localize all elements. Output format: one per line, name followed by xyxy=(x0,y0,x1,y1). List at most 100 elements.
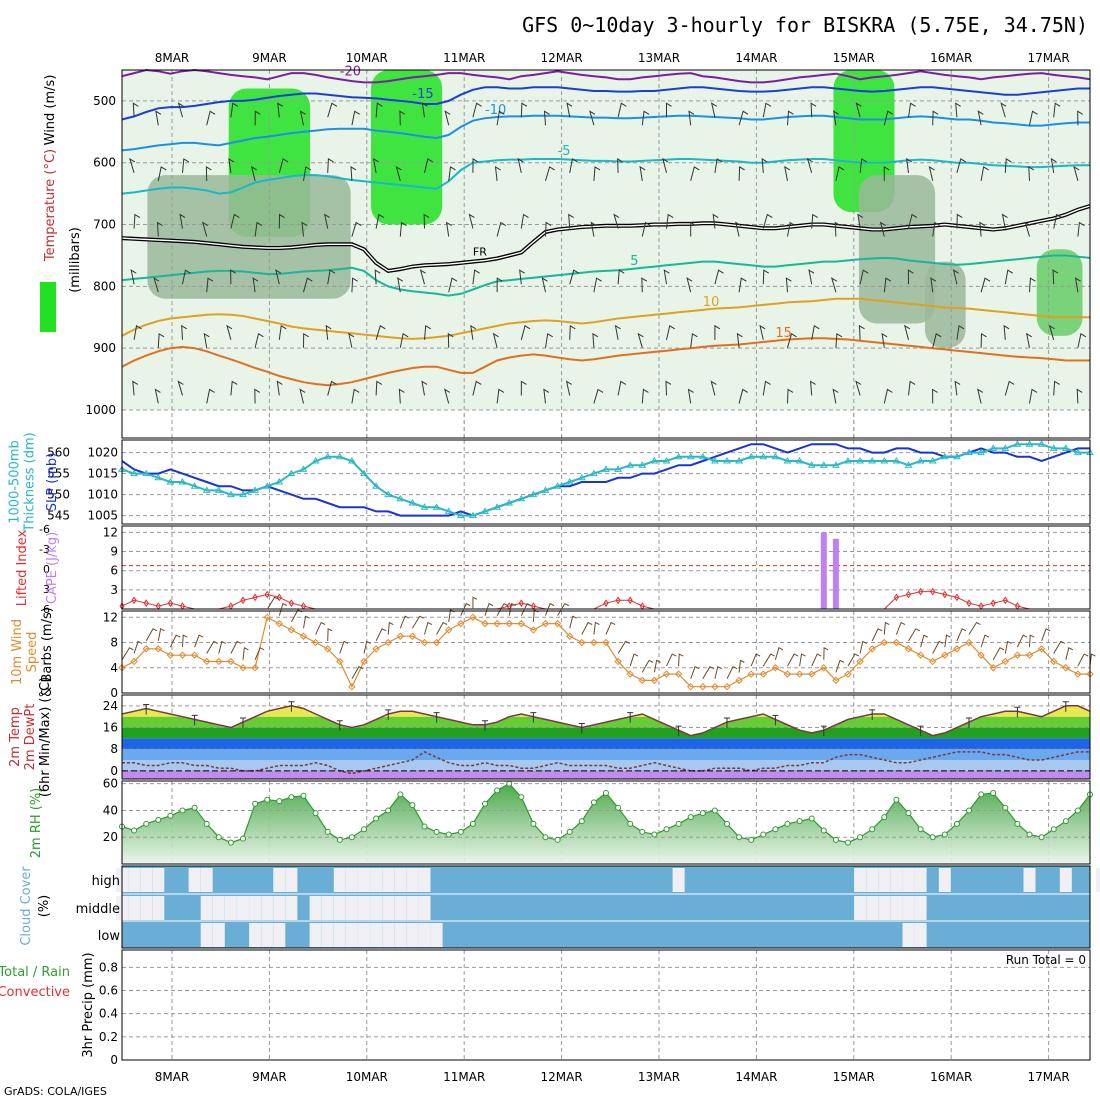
chart-title: GFS 0~10day 3-hourly for BISKRA (5.75E, … xyxy=(522,13,1088,37)
wind-barb xyxy=(399,221,407,237)
thickness-marker xyxy=(299,465,308,472)
minmax-marker xyxy=(917,725,924,737)
wind-barb xyxy=(787,333,797,348)
wind-barb xyxy=(833,110,839,126)
surface-wind-barb xyxy=(690,665,700,679)
wind-barb xyxy=(977,388,984,404)
wind-barb xyxy=(1076,388,1083,404)
cloud-clear-cell xyxy=(309,896,322,920)
wind-barb xyxy=(859,158,867,173)
minmax-marker xyxy=(675,725,682,737)
minmax-marker xyxy=(433,712,440,723)
wind-barb xyxy=(952,269,959,285)
wind-speed-marker xyxy=(251,664,259,672)
surface-wind-barb xyxy=(169,634,181,648)
wind-barb xyxy=(443,388,451,404)
wind-speed-marker xyxy=(154,645,163,653)
rh-marker xyxy=(639,828,646,835)
pressure-tick: 900 xyxy=(93,341,116,355)
cloud-clear-cell xyxy=(418,868,431,892)
thickness-marker xyxy=(868,457,877,464)
rh-marker xyxy=(881,814,888,821)
wind-barb xyxy=(835,166,845,182)
cape-bar xyxy=(832,538,839,609)
wind-barb xyxy=(156,221,163,237)
wind-barb xyxy=(375,213,385,229)
rh-marker xyxy=(300,792,307,799)
cloud-clear-cell xyxy=(394,868,407,892)
wind-barb xyxy=(1053,102,1061,118)
wind-barb xyxy=(496,110,505,126)
minmax-marker xyxy=(143,703,150,715)
wind-barb xyxy=(641,277,648,293)
wind-barb xyxy=(179,213,186,229)
wind-barb xyxy=(182,269,191,285)
day-label-bottom: 10MAR xyxy=(346,1070,388,1084)
wind-barb xyxy=(641,221,651,237)
thickness-marker xyxy=(807,461,816,468)
wind-barb xyxy=(181,324,187,340)
cloud-clear-cell xyxy=(878,868,891,892)
wind-barb xyxy=(589,110,596,126)
contour-label: -10 xyxy=(485,103,506,118)
thickness-marker xyxy=(916,457,925,464)
temperature-contour xyxy=(121,254,1091,297)
day-label-top: 10MAR xyxy=(346,51,388,65)
wind-barb xyxy=(519,269,525,285)
wind-barb xyxy=(1004,158,1012,173)
thickness-tick: 545 xyxy=(47,509,70,523)
rh-marker xyxy=(336,836,343,843)
wind-barb xyxy=(738,277,747,293)
surface-wind-barb xyxy=(726,666,738,679)
axis-label: Temperature (°C) xyxy=(43,149,58,262)
temp-band xyxy=(122,738,1090,750)
cloud-clear-cell xyxy=(285,868,298,892)
rh-marker xyxy=(397,791,404,798)
wind-barb xyxy=(762,380,771,396)
lifted-index-marker xyxy=(615,596,621,605)
surface-wind-barb xyxy=(278,602,288,616)
wind-barb xyxy=(448,277,458,293)
wind-barb xyxy=(157,166,167,182)
wind-speed-marker xyxy=(1013,651,1022,659)
wind-speed-marker xyxy=(457,619,465,628)
precip-tick: 0.4 xyxy=(99,1007,118,1021)
lifted-index-marker xyxy=(276,593,282,602)
surface-wind-barb xyxy=(133,640,143,654)
wind-barb xyxy=(811,325,820,340)
cloud-clear-cell xyxy=(406,896,419,920)
rh-marker xyxy=(772,826,779,833)
surface-wind-barb xyxy=(702,666,715,679)
surface-wind-barb xyxy=(569,615,578,629)
wind-speed-marker xyxy=(130,657,138,666)
surface-wind-barb xyxy=(399,615,410,629)
wind-barb xyxy=(735,221,742,237)
wind-barb xyxy=(787,388,794,404)
cloud-clear-cell xyxy=(321,923,334,947)
thickness-marker xyxy=(469,511,477,519)
thickness-marker xyxy=(1049,444,1058,451)
wind-barb xyxy=(132,102,139,118)
surface-wind-barb xyxy=(678,653,684,667)
day-label-top: 8MAR xyxy=(155,51,190,65)
cloud-clear-cell xyxy=(212,923,225,947)
lifted-index-marker xyxy=(1014,602,1021,611)
thickness-marker xyxy=(142,469,151,477)
surface-wind-barb xyxy=(339,640,349,654)
cloud-clear-cell xyxy=(1059,868,1072,892)
wind-barb xyxy=(277,102,284,118)
dewpoint-line xyxy=(122,751,1090,775)
axis-label: Cloud Cover xyxy=(19,866,34,946)
thickness-marker xyxy=(832,461,840,468)
wind-barb xyxy=(372,157,379,173)
wind-speed-marker xyxy=(771,664,780,672)
lifted-index-marker xyxy=(954,593,960,602)
rh-marker xyxy=(518,794,525,801)
minmax-marker xyxy=(724,717,730,729)
rh-marker xyxy=(482,800,488,807)
total-rain-label: Total / Rain xyxy=(0,965,70,980)
wind-barb xyxy=(472,158,479,173)
rh-marker xyxy=(905,810,912,817)
wind-barb xyxy=(908,102,916,118)
rh-marker xyxy=(385,807,392,814)
